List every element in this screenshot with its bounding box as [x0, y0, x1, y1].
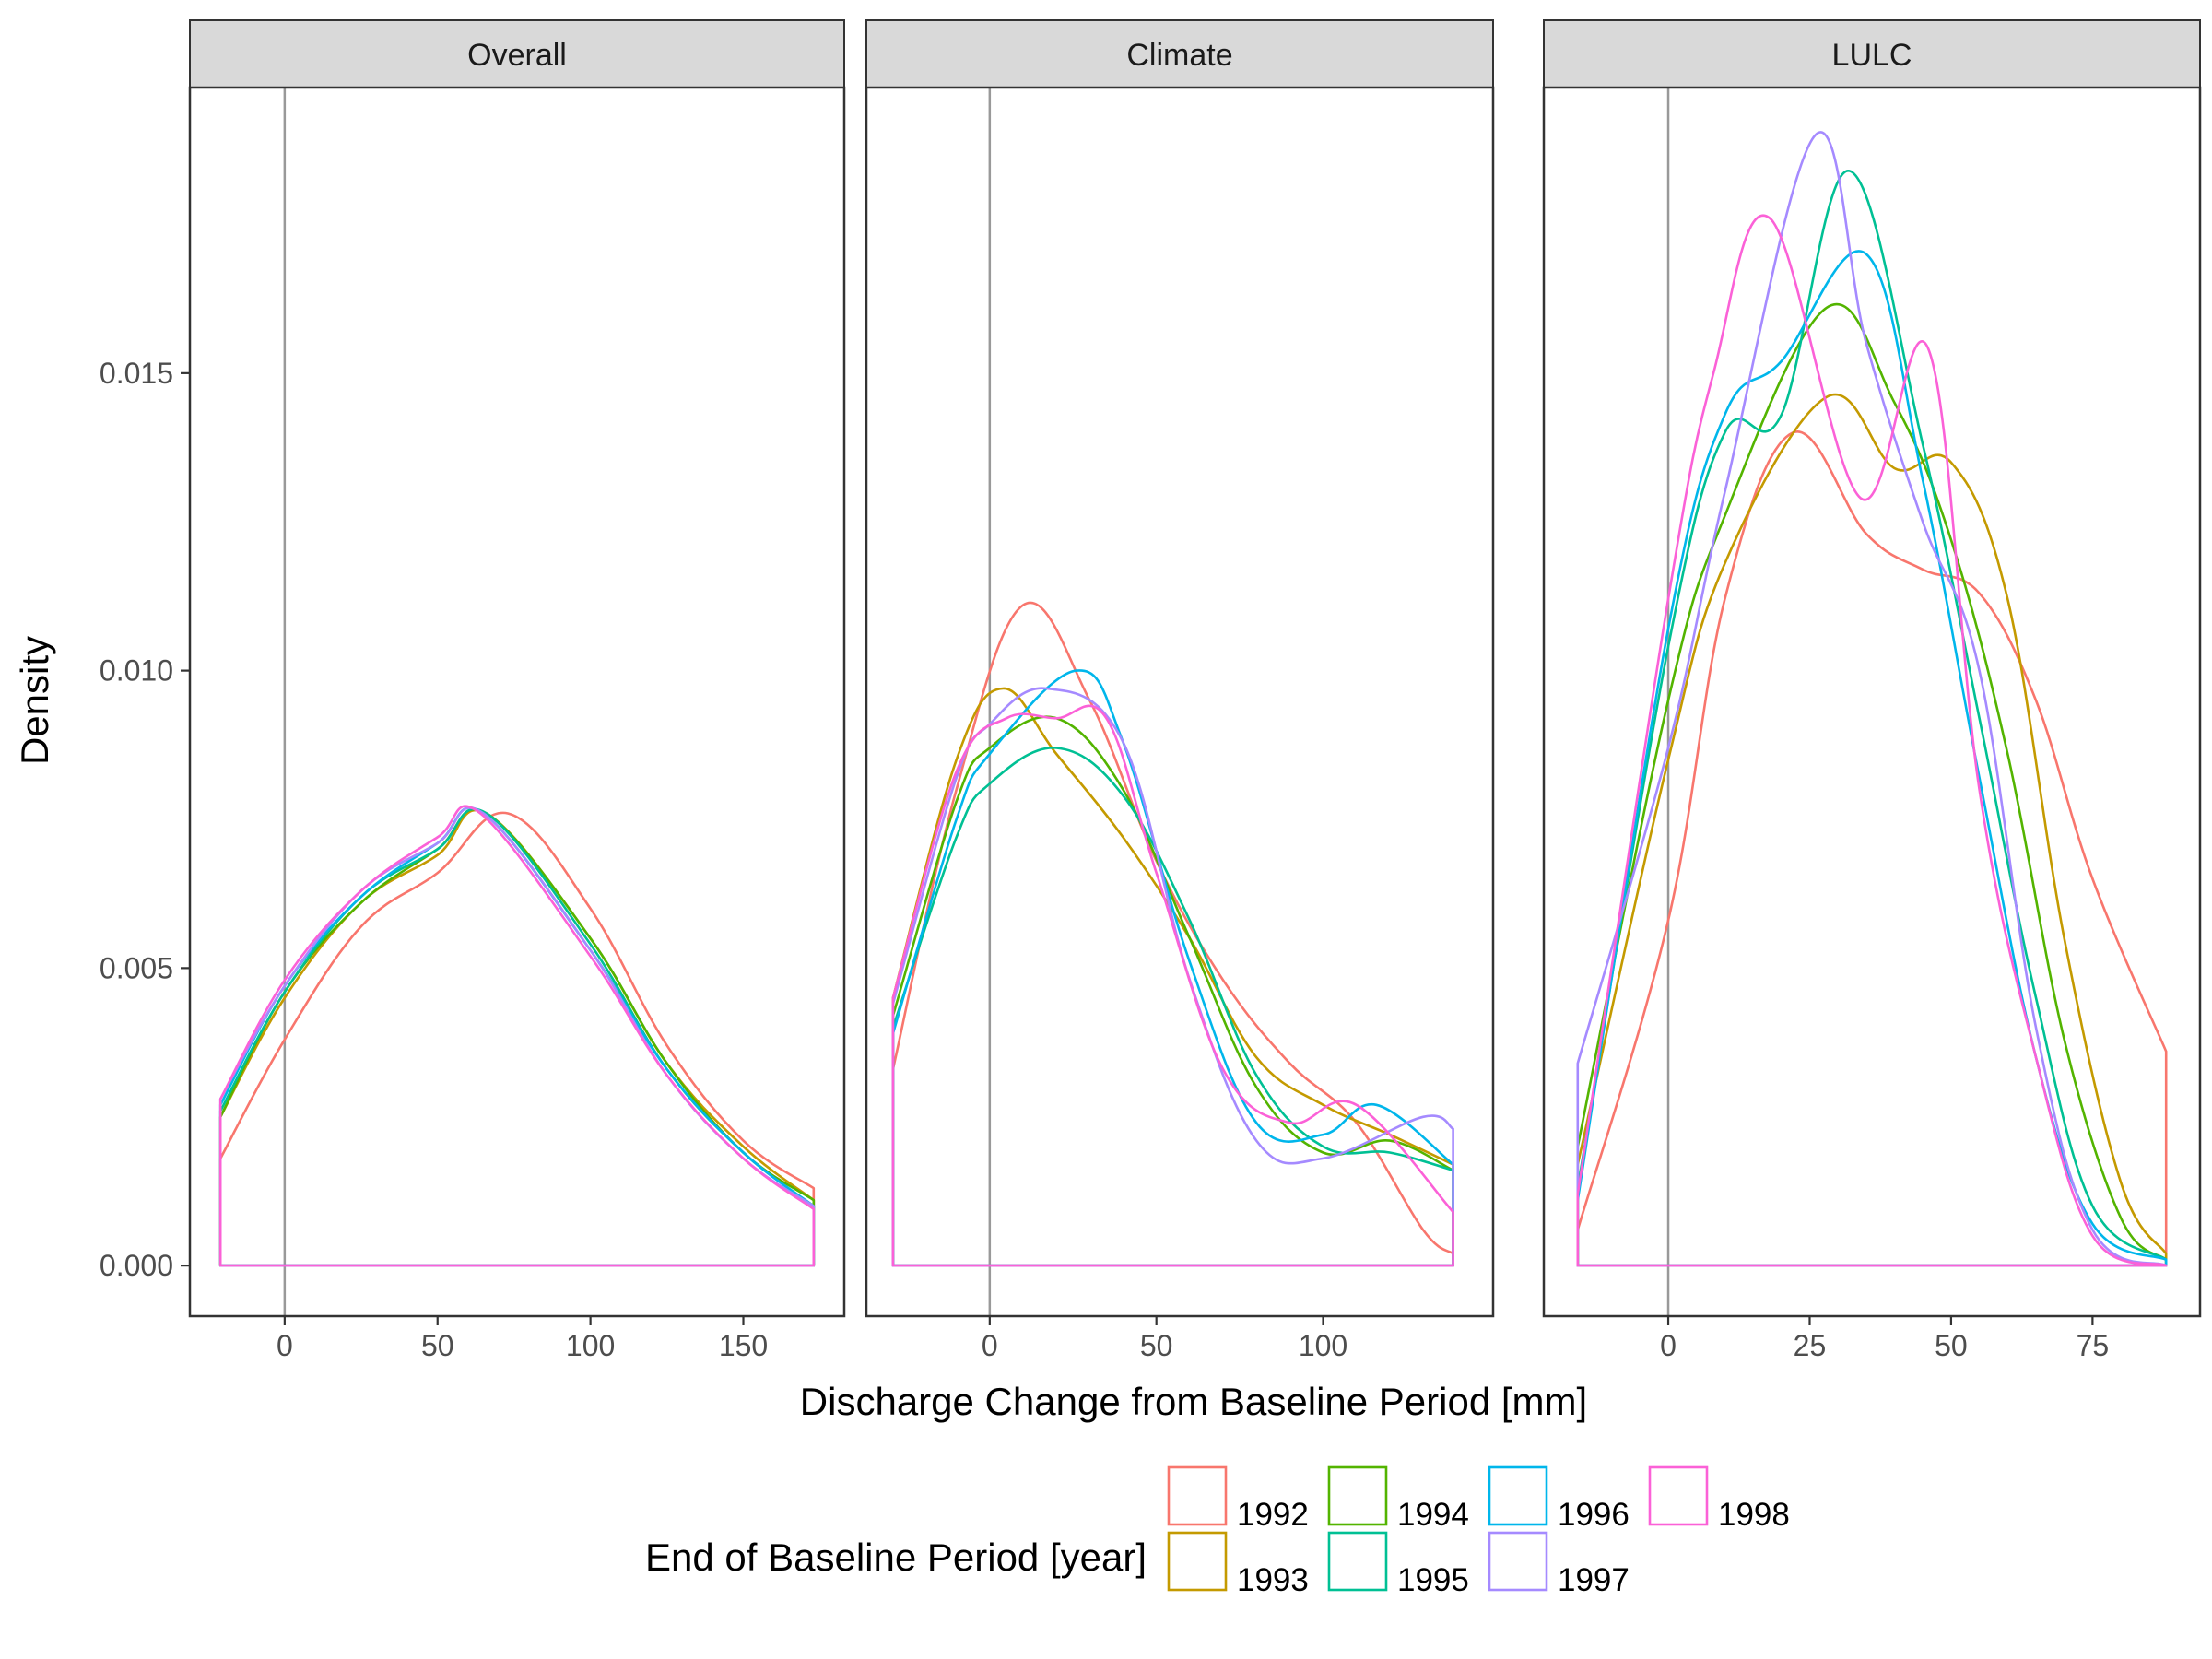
x-tick-label: 0	[1660, 1329, 1677, 1362]
density-curve-1997	[1576, 131, 2168, 1267]
legend-item-1996: 1996	[1488, 1465, 1630, 1533]
legend-item-1997: 1997	[1488, 1531, 1630, 1598]
facet-strip	[1543, 19, 2201, 88]
y-tick-label: 0.015	[100, 357, 173, 390]
legend-key	[1327, 1465, 1388, 1526]
x-tick-label: 100	[1299, 1329, 1347, 1362]
y-tick-label: 0.005	[100, 951, 173, 984]
legend-key	[1167, 1531, 1228, 1592]
density-curve-1998	[891, 704, 1454, 1267]
legend-key	[1648, 1465, 1709, 1526]
legend-key	[1167, 1465, 1228, 1526]
legend-label: 1994	[1397, 1497, 1469, 1533]
panel-overall: Overall 0 50 100 150	[188, 19, 846, 1362]
x-tick-label: 100	[566, 1329, 615, 1362]
legend-title: End of Baseline Period [year]	[645, 1535, 1147, 1579]
legend-label: 1996	[1558, 1497, 1630, 1533]
density-curve-1995	[1576, 170, 2168, 1267]
legend-item-1992: 1992	[1167, 1465, 1309, 1533]
x-tick-label: 0	[276, 1329, 293, 1362]
facet-strip-label: Climate	[1126, 38, 1232, 73]
density-curve-1998	[1576, 214, 2168, 1267]
legend-item-1995: 1995	[1327, 1531, 1469, 1598]
density-curve-1992	[1576, 430, 2168, 1267]
facet-strip-label: Overall	[467, 38, 567, 73]
facet-strip-label: LULC	[1832, 38, 1912, 73]
legend-item-1994: 1994	[1327, 1465, 1469, 1533]
legend-item-1998: 1998	[1648, 1465, 1790, 1533]
y-axis: 0.000 0.005 0.010 0.015	[100, 357, 190, 1282]
plot-area	[866, 88, 1493, 1316]
density-curve-1994	[1576, 302, 2168, 1267]
legend-label: 1995	[1397, 1562, 1469, 1598]
x-tick-label: 50	[1935, 1329, 1968, 1362]
density-curve-1994	[891, 715, 1454, 1267]
legend: End of Baseline Period [year] 1992 1993 19…	[645, 1465, 1790, 1598]
x-tick-label: 50	[421, 1329, 454, 1362]
x-tick-label: 25	[1794, 1329, 1827, 1362]
density-curve-1993	[1576, 393, 2168, 1267]
panel-lulc: LULC 0 25 50 75	[1542, 19, 2202, 1362]
x-tick-label: 0	[982, 1329, 998, 1362]
density-curve-1998	[218, 805, 816, 1267]
facet-panels: Overall 0 50 100 150 Climate 0 50 100 LULC 0 25 50 75	[188, 19, 2202, 1362]
legend-key	[1488, 1531, 1548, 1592]
x-tick-label: 50	[1140, 1329, 1173, 1362]
panel-climate: Climate 0 50 100	[865, 19, 1495, 1362]
legend-label: 1998	[1718, 1497, 1790, 1533]
legend-label: 1997	[1558, 1562, 1630, 1598]
legend-key	[1488, 1465, 1548, 1526]
legend-label: 1993	[1237, 1562, 1309, 1598]
y-axis-title: Density	[13, 636, 56, 765]
panel-border	[188, 86, 846, 1318]
panel-border	[1542, 86, 2202, 1318]
legend-label: 1992	[1237, 1497, 1309, 1533]
density-curve-1992	[218, 811, 816, 1267]
y-tick-label: 0.000	[100, 1249, 173, 1282]
panel-border	[865, 86, 1495, 1318]
legend-key	[1327, 1531, 1388, 1592]
x-axis-title: Discharge Change from Baseline Period [m…	[800, 1380, 1587, 1423]
y-tick-label: 0.010	[100, 654, 173, 688]
plot-area	[1544, 88, 2200, 1316]
legend-item-1993: 1993	[1167, 1531, 1309, 1598]
x-tick-label: 150	[719, 1329, 768, 1362]
facet-strip	[189, 19, 845, 88]
x-tick-label: 75	[2077, 1329, 2110, 1362]
plot-area	[190, 88, 844, 1316]
